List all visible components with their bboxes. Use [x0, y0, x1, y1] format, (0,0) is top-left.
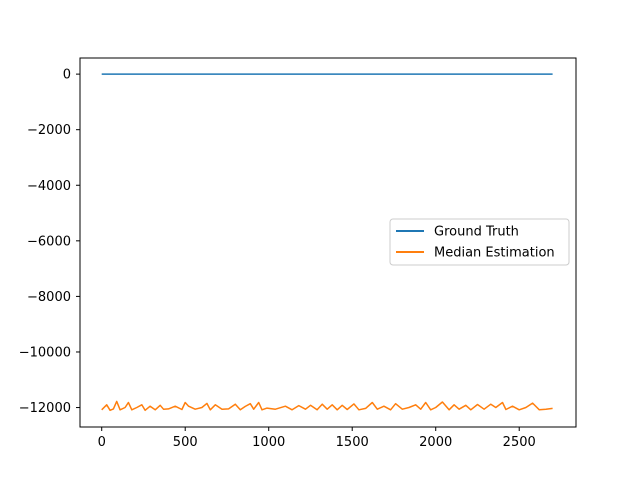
series-line-median-estimation: [101, 400, 553, 412]
plot-frame: [79, 57, 577, 428]
y-tick-label: 0: [63, 68, 71, 83]
y-tick-label: −6000: [27, 234, 71, 249]
x-tick-label: 0: [98, 435, 106, 450]
y-tick-label: −4000: [27, 179, 71, 194]
x-axis: 0 500 1000 1500 2000 2500: [98, 427, 536, 450]
legend-label-ground-truth: Ground Truth: [434, 225, 519, 240]
legend-box: [389, 218, 570, 266]
legend-label-median-estimation: Median Estimation: [434, 246, 555, 261]
x-tick-label: 1000: [252, 435, 285, 450]
y-axis: 0 −2000 −4000 −6000 −8000 −10000 −12000: [19, 68, 80, 416]
series-layer: [101, 73, 553, 412]
y-tick-label: −10000: [19, 345, 71, 360]
y-tick-label: −2000: [27, 123, 71, 138]
y-tick-label: −12000: [19, 401, 71, 416]
x-tick-label: 2000: [419, 435, 452, 450]
y-tick-label: −8000: [27, 290, 71, 305]
legend: Ground Truth Median Estimation: [389, 218, 570, 266]
x-tick-label: 1500: [336, 435, 369, 450]
x-tick-label: 2500: [503, 435, 536, 450]
x-tick-label: 500: [173, 435, 198, 450]
